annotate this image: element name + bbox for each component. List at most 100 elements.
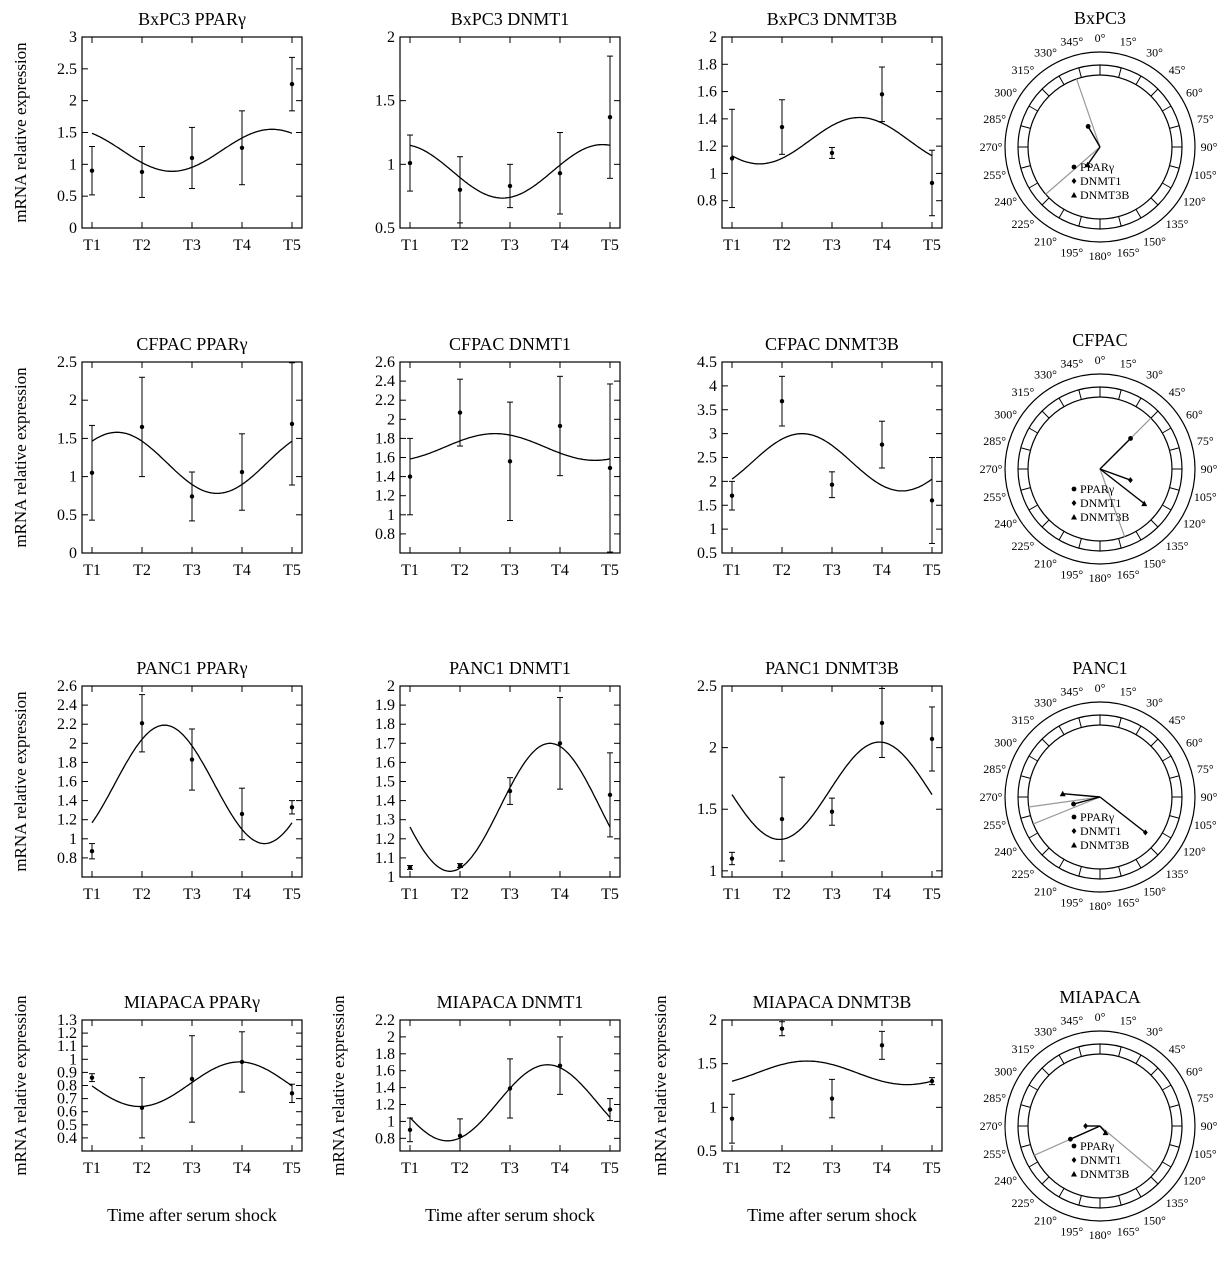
- chart-title: CFPAC: [1072, 330, 1127, 350]
- band-divider: [1028, 1084, 1038, 1091]
- data-point: [607, 792, 613, 798]
- y-tick-label: 1: [709, 1099, 717, 1116]
- band-divider: [1058, 531, 1065, 541]
- band-divider: [1028, 182, 1038, 189]
- degree-label: 180°: [1089, 249, 1112, 263]
- y-tick-label: 1: [709, 863, 717, 880]
- x-tick-label: T4: [873, 237, 891, 254]
- x-axis-label: Time after serum shock: [747, 1205, 917, 1225]
- marker-circle: [1071, 164, 1077, 170]
- x-tick-label: T1: [401, 886, 419, 903]
- x-tick-label: T4: [551, 1160, 569, 1177]
- band-divider: [1150, 1176, 1159, 1185]
- chart-title: PANC1 DNMT3B: [765, 658, 899, 678]
- band-divider: [1118, 717, 1122, 728]
- polar-panc1: PANC1 0° 15° 30° 45°60° 75° 90° 105° 120° 135°150…: [980, 658, 1218, 913]
- degree-label: 150°: [1143, 234, 1166, 248]
- y-tick-label: 0.5: [57, 188, 77, 205]
- degree-label: 90°: [1201, 140, 1218, 154]
- x-tick-label: T1: [723, 562, 741, 579]
- band-divider: [1162, 1161, 1172, 1168]
- band-divider: [1118, 389, 1122, 400]
- y-tick-label: 1.4: [375, 793, 395, 810]
- marker-circle: [1068, 1136, 1073, 1142]
- legend-label: DNMT3B: [1080, 838, 1129, 852]
- degree-label: 105°: [1194, 490, 1217, 504]
- y-tick-label: 2.5: [57, 61, 77, 78]
- y-tick-label: 0.6: [57, 1104, 77, 1121]
- legend-label: PPARγ: [1080, 810, 1115, 824]
- band-divider: [1078, 389, 1082, 400]
- y-tick-label: 1: [709, 521, 717, 538]
- y-tick-label: 0: [69, 220, 77, 237]
- band-divider: [1169, 487, 1180, 491]
- x-tick-label: T4: [873, 562, 891, 579]
- degree-label: 240°: [994, 195, 1017, 209]
- x-tick-label: T2: [451, 886, 469, 903]
- data-point: [407, 1127, 413, 1133]
- x-tick-label: T4: [233, 1160, 251, 1177]
- y-tick-label: 2.2: [57, 716, 77, 733]
- degree-label: 330°: [1034, 696, 1057, 710]
- data-point: [779, 816, 785, 822]
- y-tick-label: 1.7: [375, 735, 395, 752]
- fit-curve: [731, 432, 933, 492]
- x-tick-label: T3: [823, 886, 841, 903]
- chart-miapaca-dnmt3b: MIAPACA DNMT3B 0.5 1 1.5 2 T1 T2 T3 T4 T5 mRNA rel…: [651, 992, 943, 1225]
- degree-label: 270°: [980, 1119, 1003, 1133]
- y-tick-label: 1: [387, 869, 395, 886]
- outer-circle: [1004, 1030, 1196, 1222]
- band-divider: [1150, 1067, 1159, 1076]
- degree-label: 210°: [1034, 556, 1057, 570]
- x-tick-label: T4: [551, 886, 569, 903]
- y-tick-label: 2.4: [375, 373, 395, 390]
- chart-cfpac-dnmt3b: CFPAC DNMT3B 0.5 1 1.5 2 2.5 3 3.5 4 4.5 T1 T2 T3 T4 T…: [697, 334, 943, 579]
- confidence-line: [1099, 1125, 1156, 1173]
- y-tick-label: 1.1: [57, 1038, 77, 1055]
- degree-label: 135°: [1166, 217, 1189, 231]
- chart-title: BxPC3 DNMT1: [451, 9, 570, 29]
- degree-label: 210°: [1034, 884, 1057, 898]
- band-divider: [1162, 1084, 1172, 1091]
- data-point: [729, 856, 735, 861]
- data-point: [457, 1133, 463, 1138]
- marker-circle: [1085, 124, 1091, 129]
- degree-label: 315°: [1012, 63, 1035, 77]
- y-tick-label: 4: [709, 378, 717, 395]
- y-tick-label: 1: [69, 831, 77, 848]
- degree-label: 255°: [983, 818, 1006, 832]
- degree-label: 75°: [1197, 762, 1214, 776]
- x-axis-label: Time after serum shock: [425, 1205, 595, 1225]
- data-point: [89, 849, 95, 854]
- band-divider: [1150, 847, 1159, 856]
- data-point: [779, 124, 785, 130]
- y-tick-label: 1.8: [697, 56, 717, 73]
- degree-label: 105°: [1194, 818, 1217, 832]
- degree-label: 135°: [1166, 539, 1189, 553]
- degree-label: 285°: [983, 762, 1006, 776]
- band-divider: [1020, 487, 1031, 491]
- degree-label: 45°: [1169, 713, 1186, 727]
- degree-label: 75°: [1197, 112, 1214, 126]
- y-tick-label: 2: [709, 473, 717, 490]
- band-divider: [1169, 447, 1180, 451]
- band-divider: [1020, 1144, 1031, 1148]
- marker-diamond: [1071, 178, 1077, 184]
- x-tick-label: T4: [873, 1160, 891, 1177]
- y-tick-label: 0.8: [57, 850, 77, 867]
- legend-label: DNMT1: [1080, 1153, 1121, 1167]
- data-point: [507, 1086, 513, 1091]
- y-tick-label: 1.8: [375, 716, 395, 733]
- degree-label: 270°: [980, 462, 1003, 476]
- y-tick-label: 1.6: [375, 450, 395, 467]
- data-point: [139, 169, 145, 175]
- x-tick-label: T4: [233, 237, 251, 254]
- x-tick-label: T5: [601, 1160, 619, 1177]
- chart-miapaca-dnmt1: MIAPACA DNMT1 0.811.21.41.61.822.2 T1 T2 T3 T…: [329, 992, 621, 1225]
- band-divider: [1150, 410, 1159, 419]
- band-divider: [1028, 427, 1038, 434]
- degree-label: 135°: [1166, 867, 1189, 881]
- marker-triangle: [1102, 1129, 1109, 1136]
- y-tick-label: 0.5: [697, 1143, 717, 1160]
